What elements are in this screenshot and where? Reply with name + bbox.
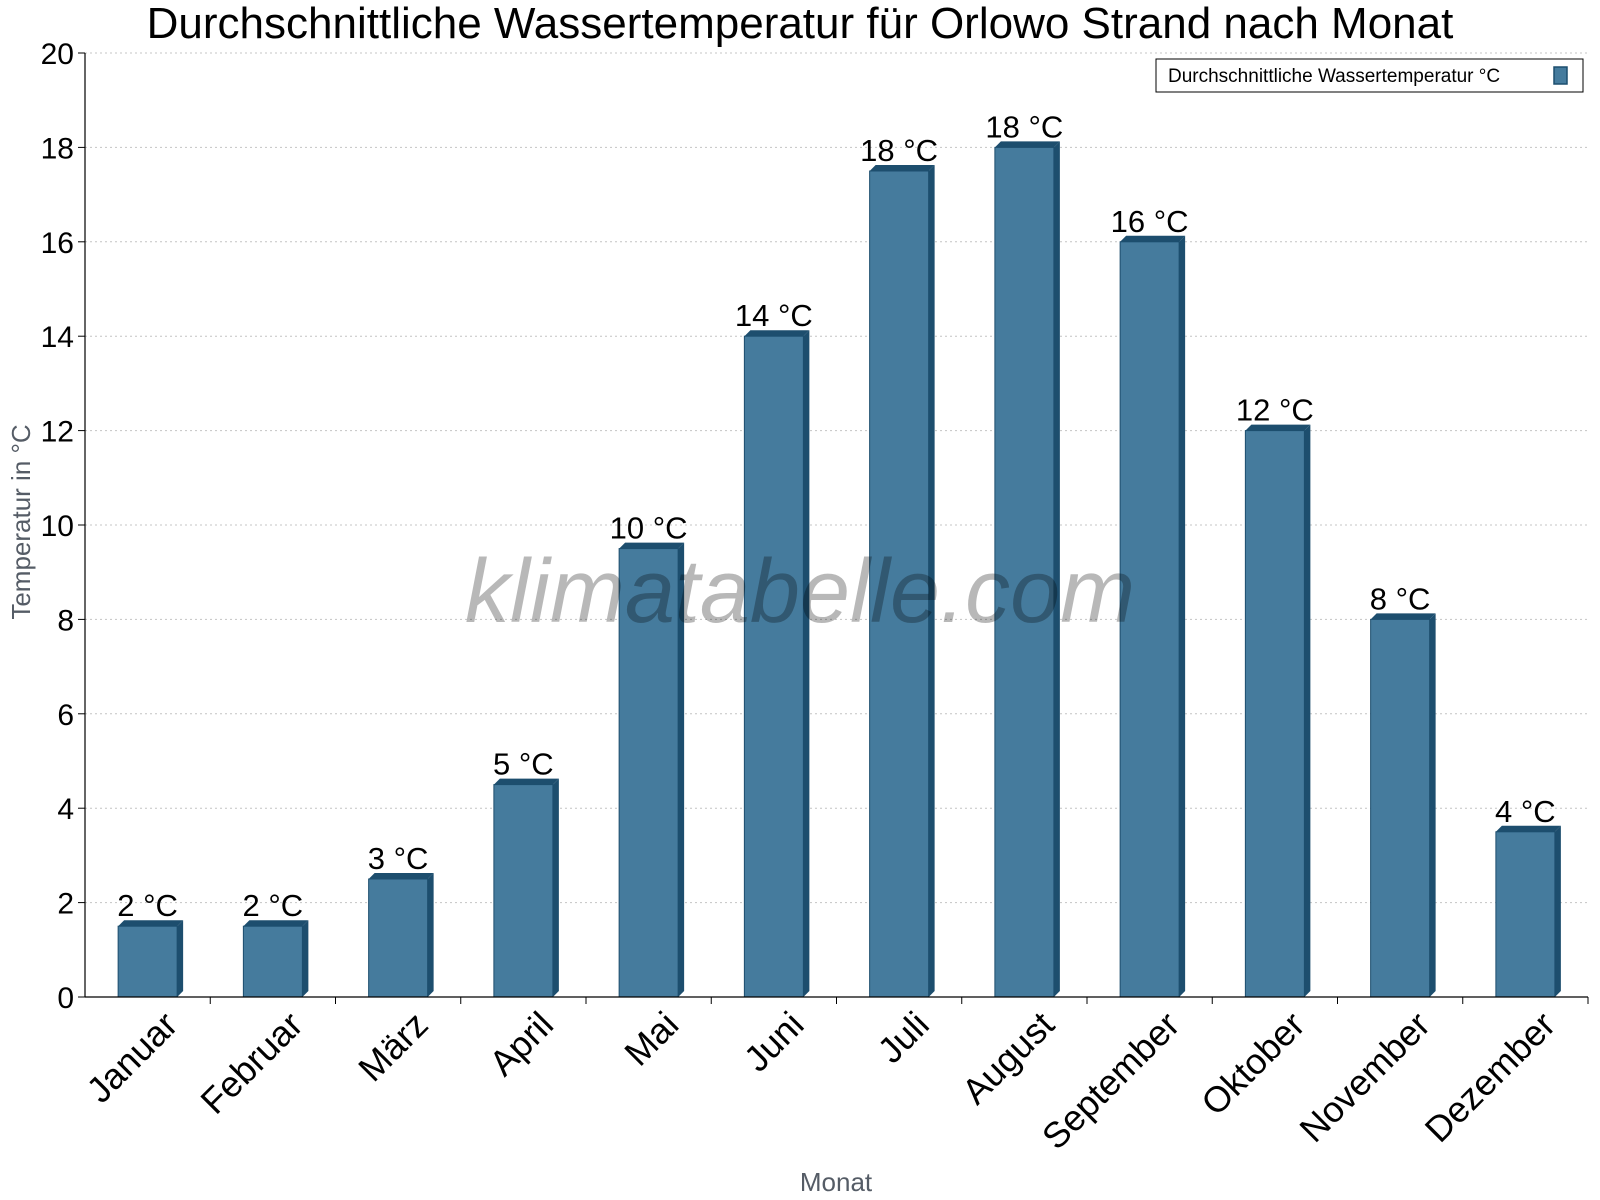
y-tick-label: 4 — [57, 793, 74, 826]
x-tick-label: März — [350, 1004, 436, 1090]
x-tick-label: Januar — [78, 1004, 185, 1111]
y-tick-label: 8 — [57, 604, 74, 637]
bar-top-face — [619, 542, 685, 549]
bar-value-label: 14 °C — [735, 298, 813, 333]
x-tick-label: Juli — [870, 1004, 937, 1071]
bar-side-face — [1179, 235, 1186, 998]
bar — [1244, 430, 1305, 998]
y-tick-label: 20 — [41, 38, 74, 71]
bar-side-face — [928, 165, 935, 997]
bar-top-face — [368, 873, 434, 879]
bar-side-face — [302, 920, 309, 997]
y-axis-ticks: 0 2 4 6 8 10 12 14 16 18 20 — [41, 38, 85, 1015]
legend-swatch — [1553, 66, 1568, 85]
y-tick-label: 0 — [57, 982, 74, 1015]
bar — [1119, 241, 1180, 998]
bar-value-label: 12 °C — [1236, 393, 1314, 428]
bar-side-face — [678, 542, 685, 997]
bar-top-face — [1495, 825, 1561, 832]
bar-top-face — [1370, 613, 1436, 620]
bar — [117, 925, 178, 998]
bar — [1370, 618, 1431, 998]
bar-side-face — [1429, 613, 1436, 997]
y-tick-label: 2 — [57, 888, 74, 921]
bar-side-face — [1554, 825, 1561, 997]
bar-top-face — [118, 920, 184, 927]
bar-value-label: 18 °C — [860, 133, 938, 168]
chart-title: Durchschnittliche Wassertemperatur für O… — [147, 0, 1454, 48]
bar-side-face — [803, 330, 810, 997]
legend-label: Durchschnittliche Wassertemperatur °C — [1168, 66, 1500, 87]
bar — [493, 784, 554, 998]
x-axis-label: Monat — [800, 1167, 873, 1197]
bar-top-face — [869, 165, 935, 171]
bar-value-label: 2 °C — [117, 888, 178, 923]
watermark: klimatabelle.com — [465, 542, 1135, 642]
x-tick-label: August — [954, 1004, 1062, 1112]
bar — [368, 878, 429, 998]
y-tick-label: 14 — [41, 321, 74, 354]
bar-value-label: 3 °C — [368, 841, 429, 876]
bars — [117, 141, 1561, 998]
x-tick-label: Mai — [616, 1004, 686, 1074]
bar-side-face — [1053, 141, 1060, 997]
bar-top-face — [994, 141, 1060, 148]
y-tick-label: 16 — [41, 227, 74, 260]
bar-value-label: 2 °C — [243, 888, 304, 923]
bar-value-label: 16 °C — [1111, 204, 1189, 239]
y-tick-label: 18 — [41, 132, 74, 165]
legend: Durchschnittliche Wassertemperatur °C — [1155, 58, 1584, 93]
bar-top-face — [1245, 424, 1311, 431]
x-tick-label: November — [1291, 1004, 1437, 1150]
bar-side-face — [177, 920, 184, 997]
bar — [743, 335, 804, 998]
y-tick-label: 12 — [41, 416, 74, 449]
bar-value-label: 10 °C — [610, 511, 688, 546]
x-tick-label: Oktober — [1193, 1004, 1313, 1124]
bar-side-face — [1304, 424, 1311, 998]
bar — [994, 146, 1055, 998]
y-tick-label: 10 — [41, 510, 74, 543]
x-tick-label: September — [1034, 1004, 1188, 1158]
y-axis-label: Temperatur in °C — [6, 424, 36, 619]
bar-value-label: 18 °C — [985, 109, 1063, 144]
legend-box — [1155, 58, 1584, 93]
y-tick-label: 6 — [57, 699, 74, 732]
x-tick-label: April — [481, 1004, 561, 1084]
bar — [1495, 831, 1556, 998]
x-tick-label: Dezember — [1417, 1004, 1563, 1150]
bar-value-label: 4 °C — [1495, 794, 1556, 829]
bar-side-face — [427, 873, 434, 997]
bar — [242, 925, 303, 998]
x-tick-label: Juni — [736, 1004, 812, 1080]
gridlines — [85, 52, 1588, 904]
bar-top-face — [243, 920, 309, 927]
bar-value-label: 8 °C — [1370, 581, 1431, 616]
x-axis-ticks: Januar Februar März April Mai Juni Juli AugustS… — [78, 997, 1589, 1158]
bar-top-face — [1120, 235, 1186, 242]
bar-top-face — [493, 778, 559, 785]
bar-value-label: 5 °C — [493, 747, 554, 782]
bar-side-face — [552, 778, 559, 997]
x-tick-label: Februar — [192, 1004, 310, 1122]
bar-value-labels: 2 °C 2 °C 3 °C 5 °C 10 °C 14 °C 18 °C 18 °C 16 °… — [117, 109, 1555, 923]
bar-top-face — [744, 330, 810, 337]
